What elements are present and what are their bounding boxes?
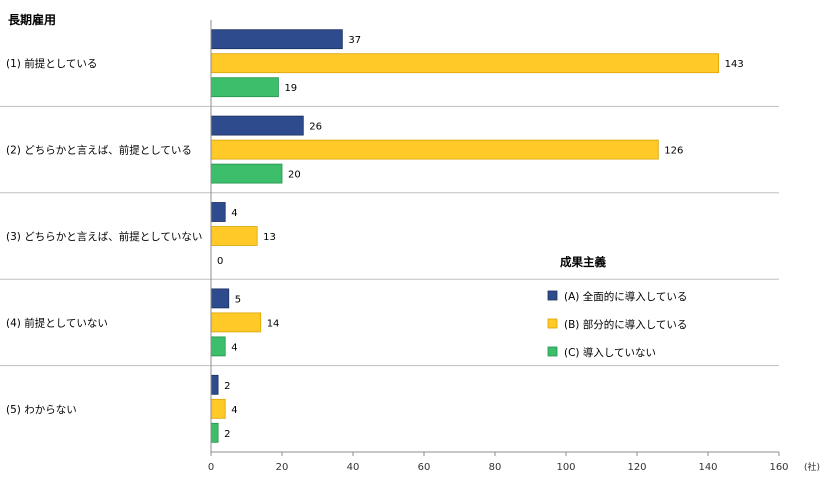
x-tick-label: 80: [489, 462, 502, 473]
data-label: 26: [309, 122, 322, 133]
x-tick-label: 40: [347, 462, 360, 473]
bar: [210, 422, 219, 443]
x-tick-label: 160: [769, 462, 788, 473]
bar: [210, 115, 304, 136]
legend: 成果主義 (A) 全面的に導入している (B) 部分的に導入している (C) 導入し…: [547, 255, 687, 359]
x-tick-label: 0: [208, 462, 214, 473]
x-tick-label: 100: [556, 462, 575, 473]
data-label: 13: [263, 232, 276, 243]
x-tick-label: 60: [418, 462, 431, 473]
bar: [210, 53, 720, 74]
data-label: 4: [231, 342, 237, 353]
legend-swatch: [547, 346, 558, 357]
x-tick-label: 140: [698, 462, 717, 473]
data-label: 2: [224, 381, 230, 392]
data-label: 126: [664, 146, 683, 157]
data-label: 0: [217, 256, 223, 267]
bar: [210, 202, 226, 222]
legend-swatch: [547, 318, 558, 329]
category-separators: [0, 105, 779, 367]
bar: [210, 163, 283, 184]
data-label: 143: [725, 59, 744, 70]
data-label: 2: [224, 429, 230, 440]
x-tick-label: 20: [276, 462, 289, 473]
legend-swatch: [547, 290, 558, 301]
x-axis: 0 20 40 60 80 100 120 140 160: [208, 20, 789, 473]
category-labels: (1) 前提としている (2) どちらかと言えば、前提としている (3) どちらかと…: [6, 57, 202, 416]
data-label: 20: [288, 170, 301, 181]
data-label: 4: [231, 405, 237, 416]
bar: [210, 288, 230, 309]
category-label: (4) 前提としていない: [6, 316, 108, 329]
bar: [210, 77, 279, 98]
data-label: 37: [348, 35, 361, 46]
bar: [210, 398, 226, 419]
data-label: 4: [231, 208, 237, 219]
data-label: 19: [284, 83, 297, 94]
category-label: (1) 前提としている: [6, 57, 97, 70]
chart-title: 長期雇用: [8, 12, 56, 27]
bar: [210, 374, 219, 395]
bar: [210, 226, 258, 246]
category-label: (5) わからない: [6, 404, 77, 416]
bar: [210, 29, 343, 50]
legend-label: (C) 導入していない: [564, 346, 656, 359]
x-unit-label: (社): [804, 461, 820, 473]
legend-label: (A) 全面的に導入している: [564, 290, 687, 303]
legend-label: (B) 部分的に導入している: [564, 318, 687, 331]
legend-title: 成果主義: [560, 255, 606, 269]
category-label: (3) どちらかと言えば、前提としていない: [6, 230, 202, 243]
bar: [210, 336, 226, 357]
bar: [210, 312, 262, 333]
bar: [210, 139, 659, 160]
x-tick-label: 120: [627, 462, 646, 473]
bars-group: 37 143 19 26 126 20 4 13 0 5 14 4 2 4 2: [210, 29, 744, 443]
data-label: 5: [235, 294, 241, 305]
data-label: 14: [267, 318, 280, 329]
category-label: (2) どちらかと言えば、前提としている: [6, 144, 192, 157]
